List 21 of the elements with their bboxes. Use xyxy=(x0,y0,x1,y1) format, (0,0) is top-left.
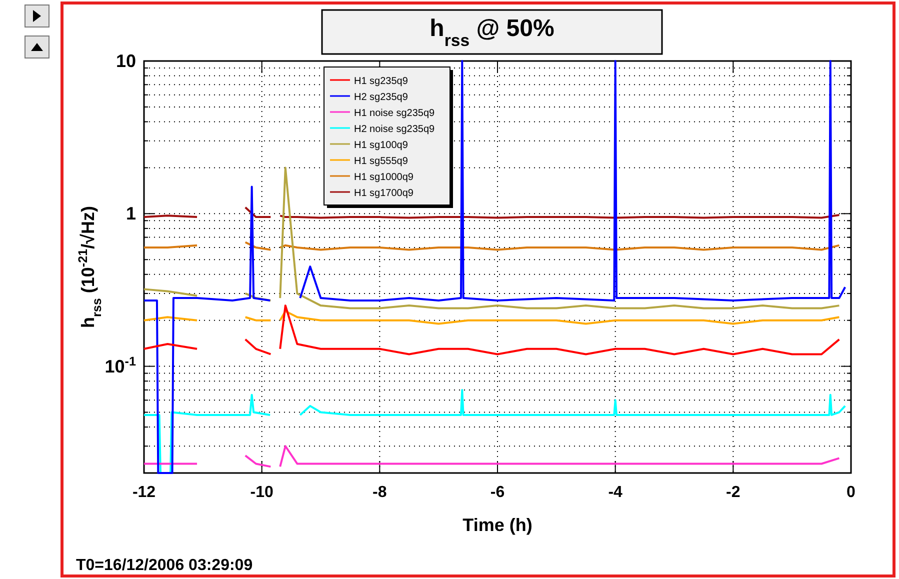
y-tick-label: 10$^{-1}$ xyxy=(104,354,136,376)
legend-label: H1 sg235q9 xyxy=(354,76,408,87)
legend-label: H1 sg1000q9 xyxy=(354,172,414,183)
x-tick-label: -12 xyxy=(132,484,156,501)
y-tick-label: 10 xyxy=(116,51,136,71)
x-axis-title: Time (h) xyxy=(462,515,532,535)
x-tick-label: -2 xyxy=(726,484,740,501)
x-tick-label: 0 xyxy=(846,484,856,501)
x-tick-label: -10 xyxy=(250,484,274,501)
y-tick-label: 1 xyxy=(126,204,136,224)
x-tick-label: -6 xyxy=(490,484,505,501)
text: T0=16/12/2006 03:29:09 xyxy=(76,557,253,574)
legend-label: H1 sg100q9 xyxy=(354,140,408,151)
legend-label: H1 noise sg235q9 xyxy=(354,108,436,119)
legend-label: H2 noise sg235q9 xyxy=(354,124,436,135)
x-tick-label: -4 xyxy=(608,484,623,501)
chart-title: h$_{rss}$ @ 50% xyxy=(430,15,554,50)
legend-label: H1 sg1700q9 xyxy=(354,188,414,199)
legend-label: H1 sg555q9 xyxy=(354,156,408,167)
legend-label: H2 sg235q9 xyxy=(354,92,408,103)
x-tick-label: -8 xyxy=(372,484,387,501)
